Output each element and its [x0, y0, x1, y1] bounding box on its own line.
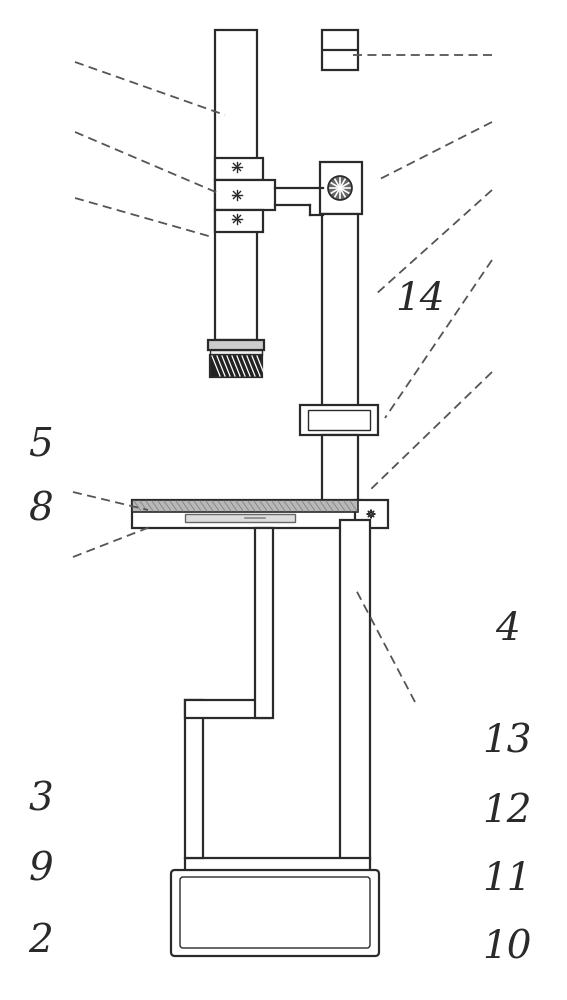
- FancyBboxPatch shape: [171, 870, 379, 956]
- Text: 12: 12: [483, 794, 532, 830]
- Bar: [320, 162, 362, 214]
- Bar: [208, 340, 264, 350]
- Text: 11: 11: [483, 861, 532, 898]
- Bar: [300, 405, 378, 435]
- Circle shape: [328, 176, 352, 200]
- Text: 4: 4: [495, 611, 520, 648]
- Bar: [210, 350, 262, 355]
- Text: 13: 13: [483, 724, 532, 760]
- Bar: [255, 528, 273, 718]
- Bar: [185, 858, 370, 878]
- Text: 9: 9: [28, 852, 53, 888]
- Text: 14: 14: [395, 282, 445, 318]
- Bar: [185, 700, 203, 858]
- Bar: [308, 410, 370, 430]
- Bar: [355, 500, 388, 528]
- Bar: [215, 30, 257, 340]
- Bar: [132, 500, 358, 512]
- Bar: [215, 158, 263, 180]
- Bar: [215, 210, 263, 232]
- Bar: [185, 514, 295, 522]
- Bar: [210, 355, 262, 377]
- Text: 5: 5: [28, 426, 53, 464]
- Text: 3: 3: [28, 782, 53, 818]
- Bar: [215, 180, 275, 210]
- Bar: [132, 500, 360, 528]
- Bar: [322, 435, 358, 523]
- Text: 2: 2: [28, 924, 53, 960]
- Bar: [322, 30, 358, 70]
- Text: 8: 8: [28, 491, 53, 528]
- Bar: [322, 214, 358, 406]
- Bar: [340, 520, 370, 860]
- Bar: [185, 700, 270, 718]
- Text: 10: 10: [483, 930, 532, 966]
